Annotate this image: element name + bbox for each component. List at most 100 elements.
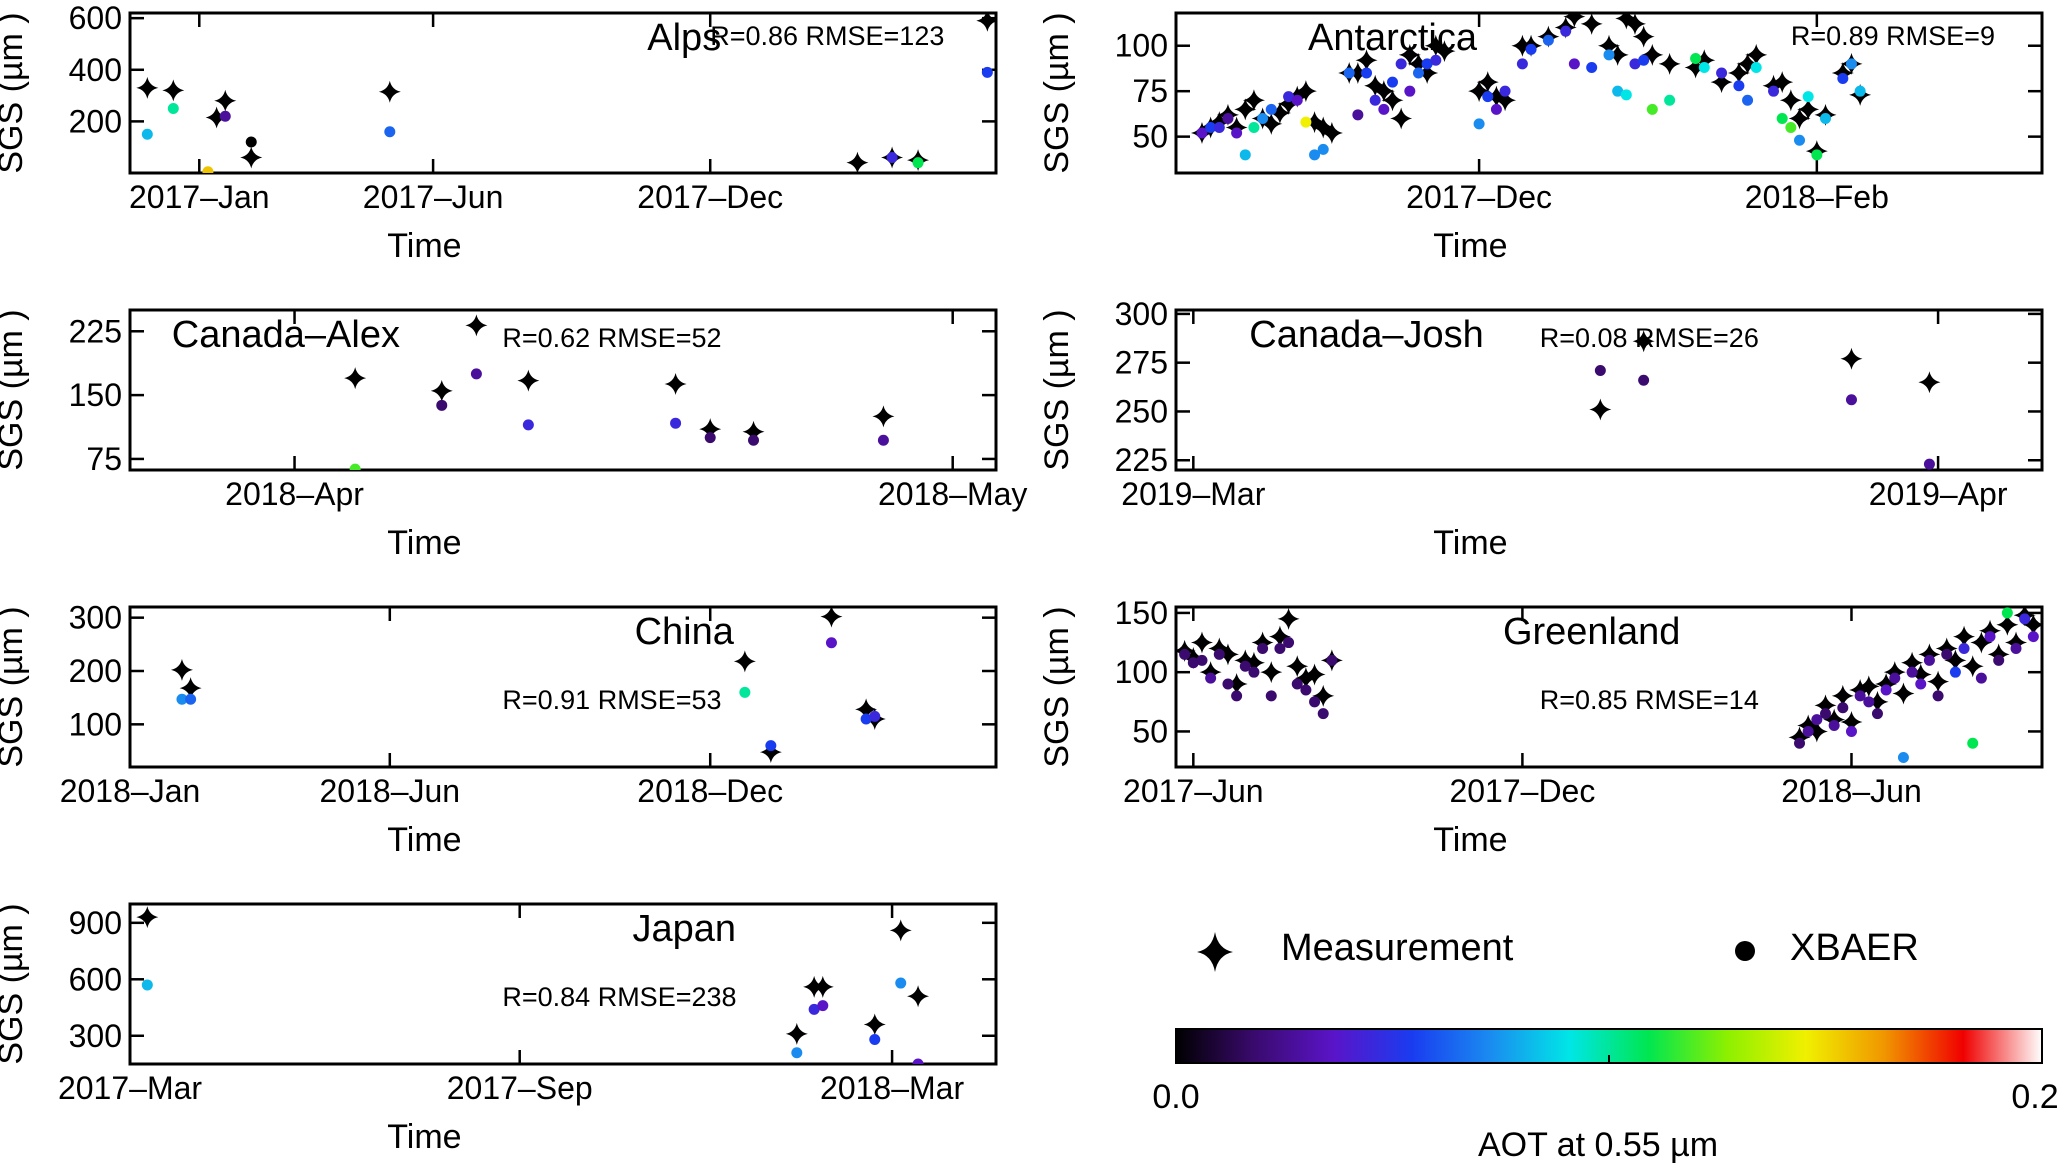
y-tick-label: 50 [1132, 713, 1168, 749]
xbaer-point [1820, 112, 1831, 124]
measurement-point [699, 418, 722, 441]
xbaer-point [1802, 725, 1814, 737]
measurement-point [1242, 651, 1265, 674]
y-axis-label: SGS (µm ) [0, 903, 30, 1064]
xbaer-point [1395, 58, 1407, 70]
measurement-point [1745, 43, 1768, 66]
measurement-point [205, 106, 228, 129]
xbaer-point [1326, 654, 1338, 666]
xbaer-point [1932, 690, 1944, 702]
xbaer-point [1949, 666, 1961, 678]
xbaer-point [141, 979, 153, 991]
measurement-point [1918, 371, 1941, 394]
measurement-point [1598, 34, 1620, 57]
xbaer-point [1343, 67, 1355, 79]
measurement-point [1355, 49, 1378, 72]
xbaer-point [522, 419, 534, 431]
measurement-point [1580, 13, 1603, 35]
measurement-point [1901, 651, 1924, 674]
x-tick-label: 2018–Dec [637, 773, 783, 809]
xbaer-point [1967, 737, 1979, 749]
measurement-point [1303, 111, 1326, 134]
measurement-point [1771, 71, 1794, 94]
xbaer-point [1993, 654, 2005, 666]
panel-greenland: 50 100 150 2017–Jun 2017–Dec 2018–Jun Time SGS … [1038, 595, 2044, 859]
axes-frame [1174, 11, 2044, 175]
x-axis-label: Time [387, 1118, 461, 1156]
panel-japan: 300 600 900 2017–Mar 2017–Sep 2018–Mar Time SGS… [0, 902, 998, 1156]
xbaer-point [1490, 103, 1502, 115]
measurement-point [1312, 684, 1335, 707]
measurement-point [1407, 52, 1430, 75]
measurement-point [1494, 89, 1517, 112]
measurement-point [742, 420, 765, 443]
xbaer-point [748, 434, 760, 446]
y-tick-label: 300 [69, 600, 122, 636]
xbaer-point [1525, 43, 1537, 55]
y-tick-label: 200 [69, 103, 122, 139]
measurement-point [907, 985, 930, 1008]
measurement-point [1268, 625, 1291, 648]
panel-canada-alex: 75 150 225 2018–Apr 2018–May Time SGS (µm ) Can… [0, 308, 1027, 562]
x-tick-label: 2018–Jun [1781, 773, 1922, 809]
xbaer-point [1248, 666, 1260, 678]
xbaer-point [1222, 112, 1234, 124]
xbaer-point [2027, 631, 2039, 643]
xbaer-point [912, 1058, 924, 1064]
x-axis-label: Time [387, 821, 461, 859]
x-tick-label: 2017–Jun [1123, 773, 1264, 809]
y-axis-label: SGS (µm ) [0, 606, 30, 767]
xbaer-point [765, 740, 777, 752]
xbaer-point [817, 1000, 829, 1012]
xbaer-point [1716, 67, 1728, 79]
measurement-point [1866, 690, 1889, 713]
xbaer-point [1958, 642, 1970, 654]
panel-antarctica: 50 75 100 2017–Dec 2018–Feb Time SGS (µm ) Anta… [1038, 11, 2044, 265]
measurement-point [1589, 398, 1612, 421]
xbaer-point [1897, 752, 1909, 764]
measurement-point [179, 677, 202, 700]
xbaer-point [1794, 737, 1806, 749]
panel-stats: R=0.89 RMSE=9 [1791, 21, 1995, 51]
data-points [1190, 13, 1872, 163]
xbaer-point [860, 713, 872, 725]
xbaer-point [1915, 678, 1927, 690]
x-tick-label: 2017–Jan [129, 179, 270, 215]
xbaer-point [1906, 666, 1918, 678]
xbaer-point [1975, 672, 1987, 684]
xbaer-point [1603, 49, 1615, 61]
xbaer-point [219, 110, 231, 122]
measurement-point [1277, 92, 1300, 115]
measurement-point [1234, 98, 1257, 121]
panel-stats: R=0.85 RMSE=14 [1540, 685, 1759, 715]
x-tick-label: 2017–Dec [637, 179, 783, 215]
measurement-point [1892, 682, 1915, 705]
measurement-point [1927, 670, 1950, 693]
xbaer-point [1837, 702, 1849, 714]
xbaer-point [1196, 654, 1208, 666]
x-axis-label: Time [387, 227, 461, 265]
x-tick-label: 2019–Mar [1121, 476, 1265, 512]
measurement-point [1805, 720, 1828, 743]
xbaer-point [1378, 103, 1390, 115]
xbaer-point [1664, 94, 1676, 106]
y-tick-label: 400 [69, 52, 122, 88]
measurement-point [136, 76, 159, 99]
xbaer-point [1309, 149, 1321, 161]
axes-frame [1174, 605, 2044, 769]
measurement-point [1286, 655, 1309, 678]
measurement-point [170, 658, 193, 681]
xbaer-point [1231, 690, 1243, 702]
xbaer-point [1690, 52, 1702, 64]
measurement-point [1320, 122, 1343, 144]
x-tick-label: 2017–Jun [363, 179, 504, 215]
measurement-point [1260, 661, 1283, 684]
y-tick-label: 75 [1132, 73, 1168, 109]
xbaer-point [1482, 91, 1494, 103]
x-tick-label: 2018–Mar [820, 1070, 964, 1106]
measurement-point [1381, 89, 1404, 112]
y-tick-label: 75 [86, 441, 122, 477]
measurement-point [1398, 43, 1421, 66]
measurement-point [214, 89, 237, 112]
xbaer-point [1248, 122, 1260, 134]
